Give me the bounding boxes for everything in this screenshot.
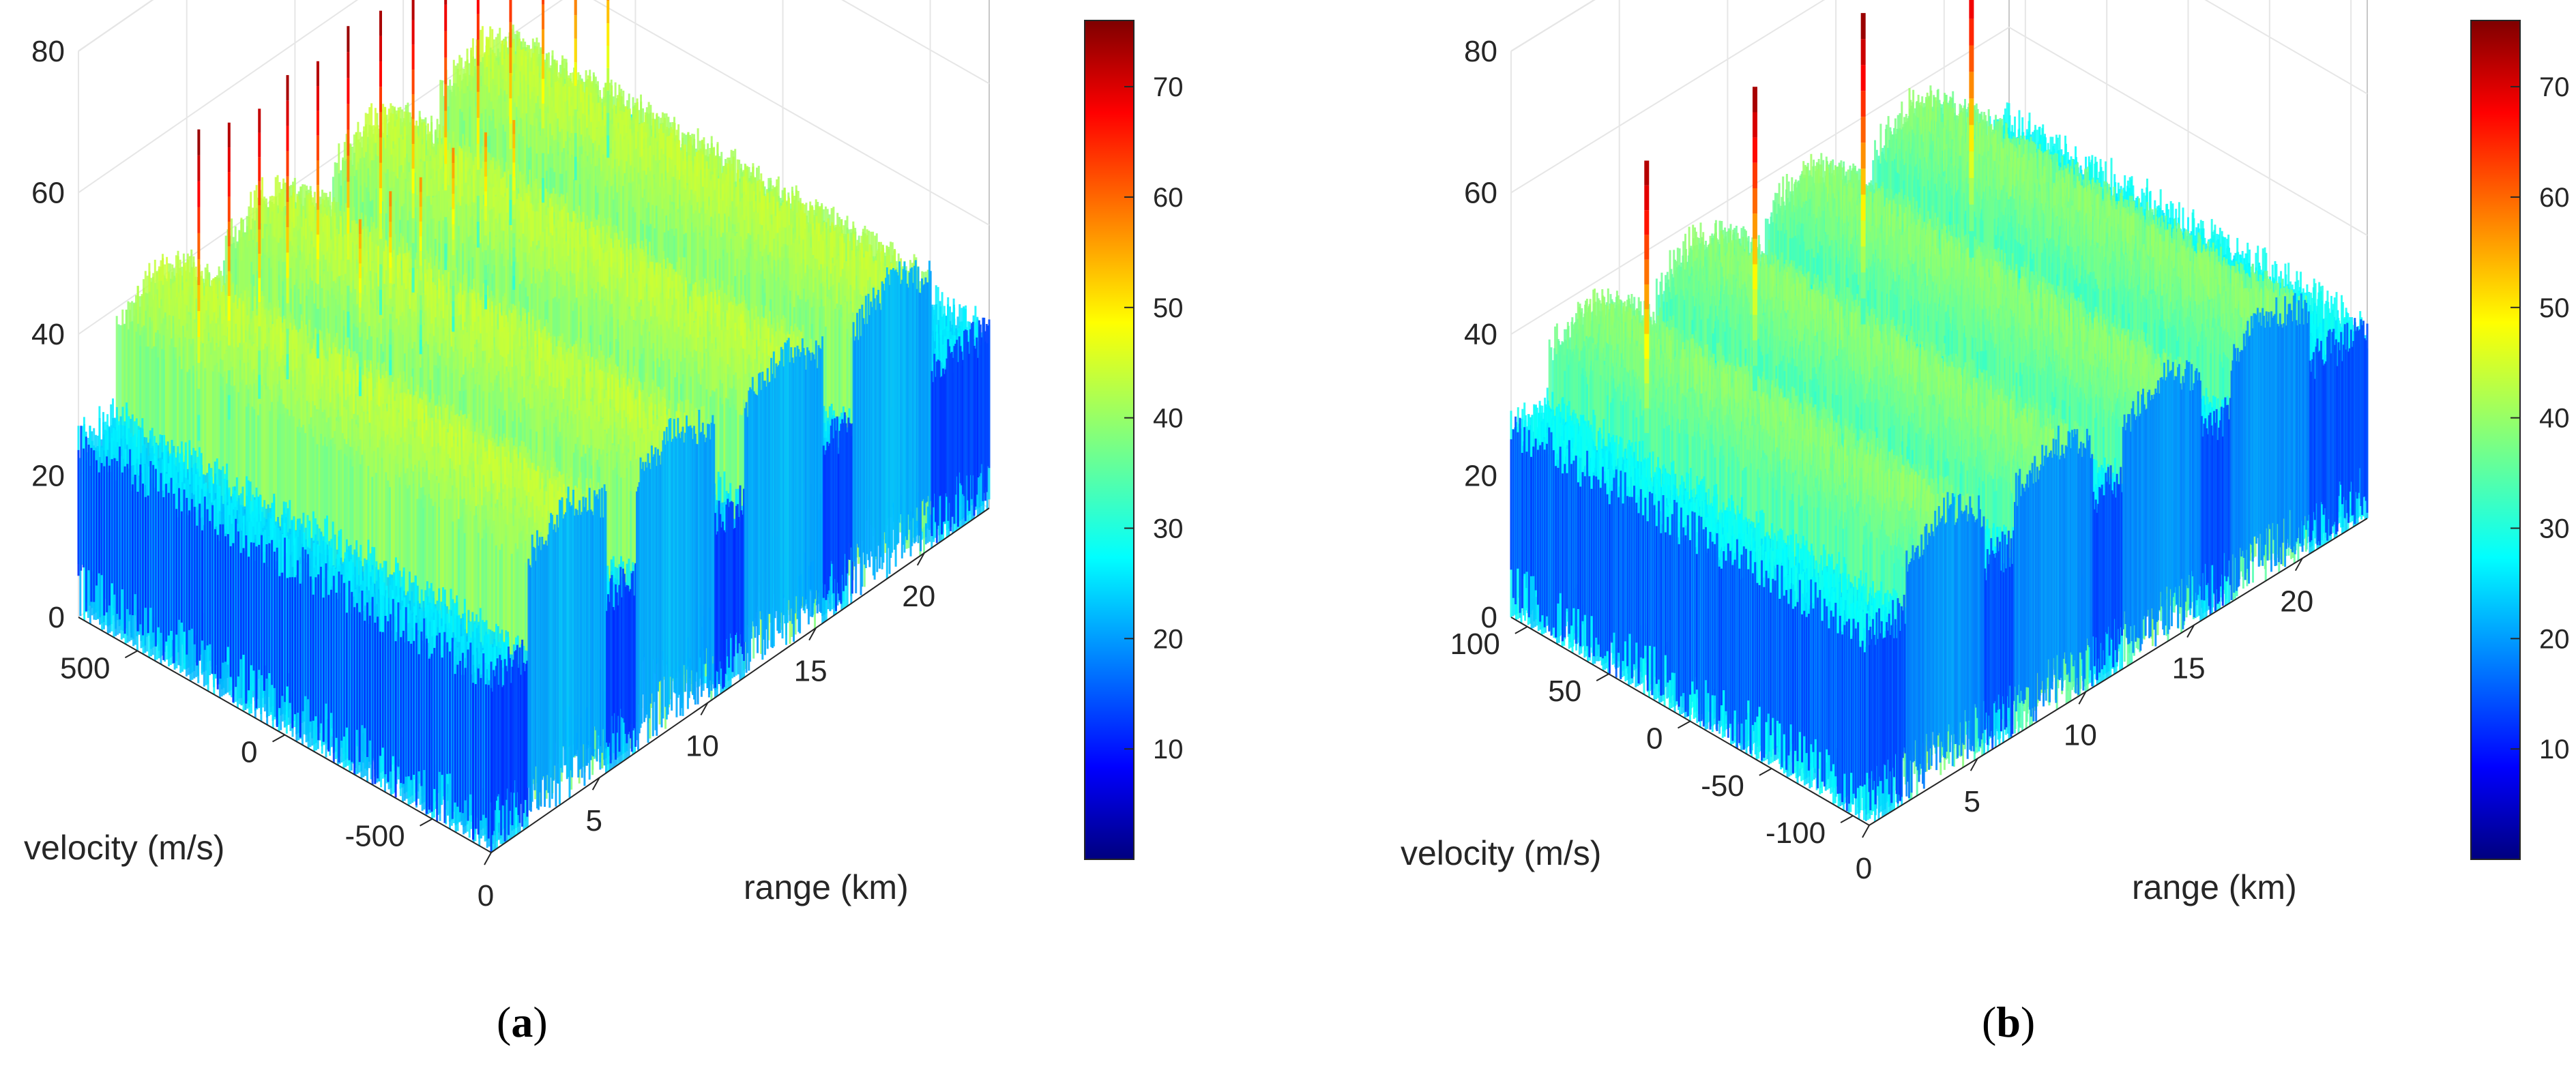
velocity-tick-label: 500	[60, 651, 110, 685]
velocity-tick-label: 50	[1548, 675, 1581, 708]
velocity-tick-label: 0	[241, 736, 257, 769]
colorbar-b: 10 20 30 40 50 60 70	[2471, 20, 2570, 859]
colorbar-tick-label: 40	[2539, 404, 2570, 434]
colorbar-tick-label: 20	[1153, 624, 1184, 654]
velocity-axis-label-b: velocity (m/s)	[1401, 834, 1601, 872]
colorbar-tick-label: 50	[2539, 293, 2570, 323]
colorbar-tick-label: 30	[2539, 514, 2570, 544]
colorbar-a: 10 20 30 40 50 60 70	[1085, 20, 1184, 859]
panel-letter-a: a	[511, 998, 533, 1046]
range-tick-label: 10	[2064, 718, 2097, 752]
colorbar-tick-label: 30	[1153, 514, 1184, 544]
surface-plot-a: 0 20 40 60 80 0 5 10 15 20 -500 0 500 velocity (m/s)…	[24, 0, 1184, 1046]
grid-line	[1511, 0, 2367, 51]
z-tick-label: 80	[1464, 35, 1497, 68]
z-tick-label: 40	[1464, 318, 1497, 351]
range-tick-label: 0	[478, 879, 494, 913]
range-tick-label: 20	[2280, 585, 2313, 619]
velocity-tick-label: 100	[1450, 627, 1499, 661]
range-tick-label: 15	[2172, 652, 2206, 685]
colorbar-tick-label: 70	[2539, 72, 2570, 102]
range-tick-label: 0	[1856, 852, 1872, 885]
colorbar-tick-label: 10	[1153, 735, 1184, 765]
panel-label-b: (b)	[1982, 998, 2035, 1046]
panel-label-a: (a)	[497, 998, 548, 1046]
surface-b	[1511, 85, 2367, 822]
colorbar-tick-label: 20	[2539, 624, 2570, 654]
velocity-tick-label: 0	[1646, 722, 1663, 756]
colorbar-tick-label: 50	[1153, 293, 1184, 323]
grid-line	[1511, 0, 2009, 51]
velocity-tick-label: -50	[1701, 769, 1744, 803]
colorbar-tick-label: 40	[1153, 404, 1184, 434]
range-axis-label-a: range (km)	[744, 868, 909, 906]
colorbar-tick-label: 60	[1153, 183, 1184, 213]
colorbar-tick-label: 70	[1153, 72, 1184, 102]
range-tick-label: 15	[794, 655, 828, 688]
range-tick-label: 10	[686, 729, 719, 763]
z-tick-label: 40	[31, 318, 65, 351]
colorbar-tick-label: 10	[2539, 735, 2570, 765]
z-tick-label: 20	[31, 460, 65, 493]
z-tick-label: 80	[31, 35, 65, 68]
surface-a	[78, 25, 989, 853]
z-tick-label: 60	[1464, 177, 1497, 210]
colorbar-tick-label: 60	[2539, 183, 2570, 213]
colorbar-gradient	[1085, 20, 1134, 859]
range-tick-label: 20	[902, 580, 935, 613]
range-axis-label-b: range (km)	[2132, 868, 2297, 906]
colorbar-gradient	[2471, 20, 2520, 859]
z-tick-label: 20	[1464, 460, 1497, 493]
range-tick-label: 5	[1963, 785, 1980, 818]
range-tick-label: 5	[585, 804, 602, 838]
velocity-tick-label: -100	[1766, 816, 1826, 850]
z-tick-label: 0	[48, 601, 65, 634]
z-tick-label: 60	[31, 177, 65, 210]
velocity-tick-label: -500	[345, 820, 405, 853]
panel-letter-b: b	[1996, 998, 2021, 1046]
velocity-axis-label-a: velocity (m/s)	[24, 829, 224, 867]
